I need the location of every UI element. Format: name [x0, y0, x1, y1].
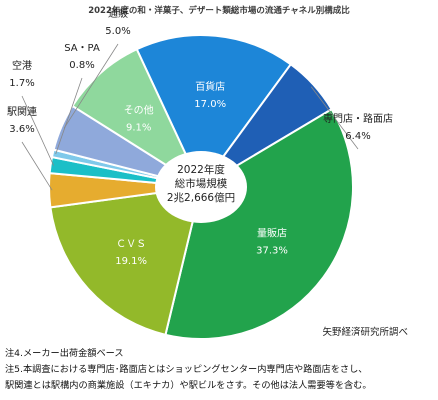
slice-value-label: 6.4%	[345, 131, 370, 142]
center-label-line: 2兆2,666億円	[167, 191, 235, 204]
pie-slice	[49, 185, 203, 336]
slice-value-label: 19.1%	[115, 256, 147, 267]
slice-label: SA・PA	[64, 43, 100, 54]
slice-value-label: 17.0%	[194, 99, 226, 110]
center-label-line: 2022年度	[177, 163, 225, 176]
slice-label: 百貨店	[195, 80, 225, 93]
footnote: 駅関連とは駅構内の商業施設（エキナカ）や駅ビルをさす。その他は法人需要等を含む。	[5, 380, 372, 391]
slice-value-label: 1.7%	[9, 78, 34, 89]
slice-label: その他	[124, 103, 154, 116]
leader-line	[63, 43, 119, 129]
leader-line	[310, 86, 359, 150]
source-note: 矢野経済研究所調べ	[322, 327, 408, 338]
chart-title: 2022年度の和・洋菓子、デザート類総市場の流通チャネル別構成比	[88, 6, 350, 16]
slice-label: 通販	[108, 8, 128, 20]
center-badge	[155, 151, 247, 223]
footnotes: 注4.メーカー出荷金額ベース 注5.本調査における専門店･路面店とはショッピング…	[5, 346, 438, 394]
slice-value-label: 37.3%	[256, 245, 288, 256]
footnote: 注5.本調査における専門店･路面店とはショッピングセンター内専門店や路面店をさし…	[5, 364, 368, 375]
slice-value-label: 9.1%	[126, 122, 151, 133]
slice-value-label: 3.6%	[9, 124, 34, 135]
leader-line	[21, 141, 53, 191]
pie-chart: 百貨店 17.0% 専門店・路面店 6.4% 量販店 37.3% ＣＶＳ 19.1% 駅関連 3.…	[7, 8, 393, 340]
pie-slice	[135, 34, 293, 189]
slice-value-label: 0.8%	[69, 60, 94, 71]
slice-value-label: 5.0%	[105, 26, 130, 37]
slice-label: 駅関連	[7, 105, 37, 118]
center-label-line: 総市場規模	[175, 177, 228, 190]
slice-label: 空港	[12, 59, 32, 72]
footnote: 注4.メーカー出荷金額ベース	[5, 348, 124, 359]
slice-label: 量販店	[257, 226, 287, 239]
leader-line	[55, 77, 83, 155]
pie-slice	[71, 47, 204, 190]
leader-line	[21, 95, 54, 166]
slice-label: ＣＶＳ	[116, 239, 146, 250]
pie-slice	[164, 107, 355, 340]
slice-label: 専門店・路面店	[323, 112, 393, 125]
